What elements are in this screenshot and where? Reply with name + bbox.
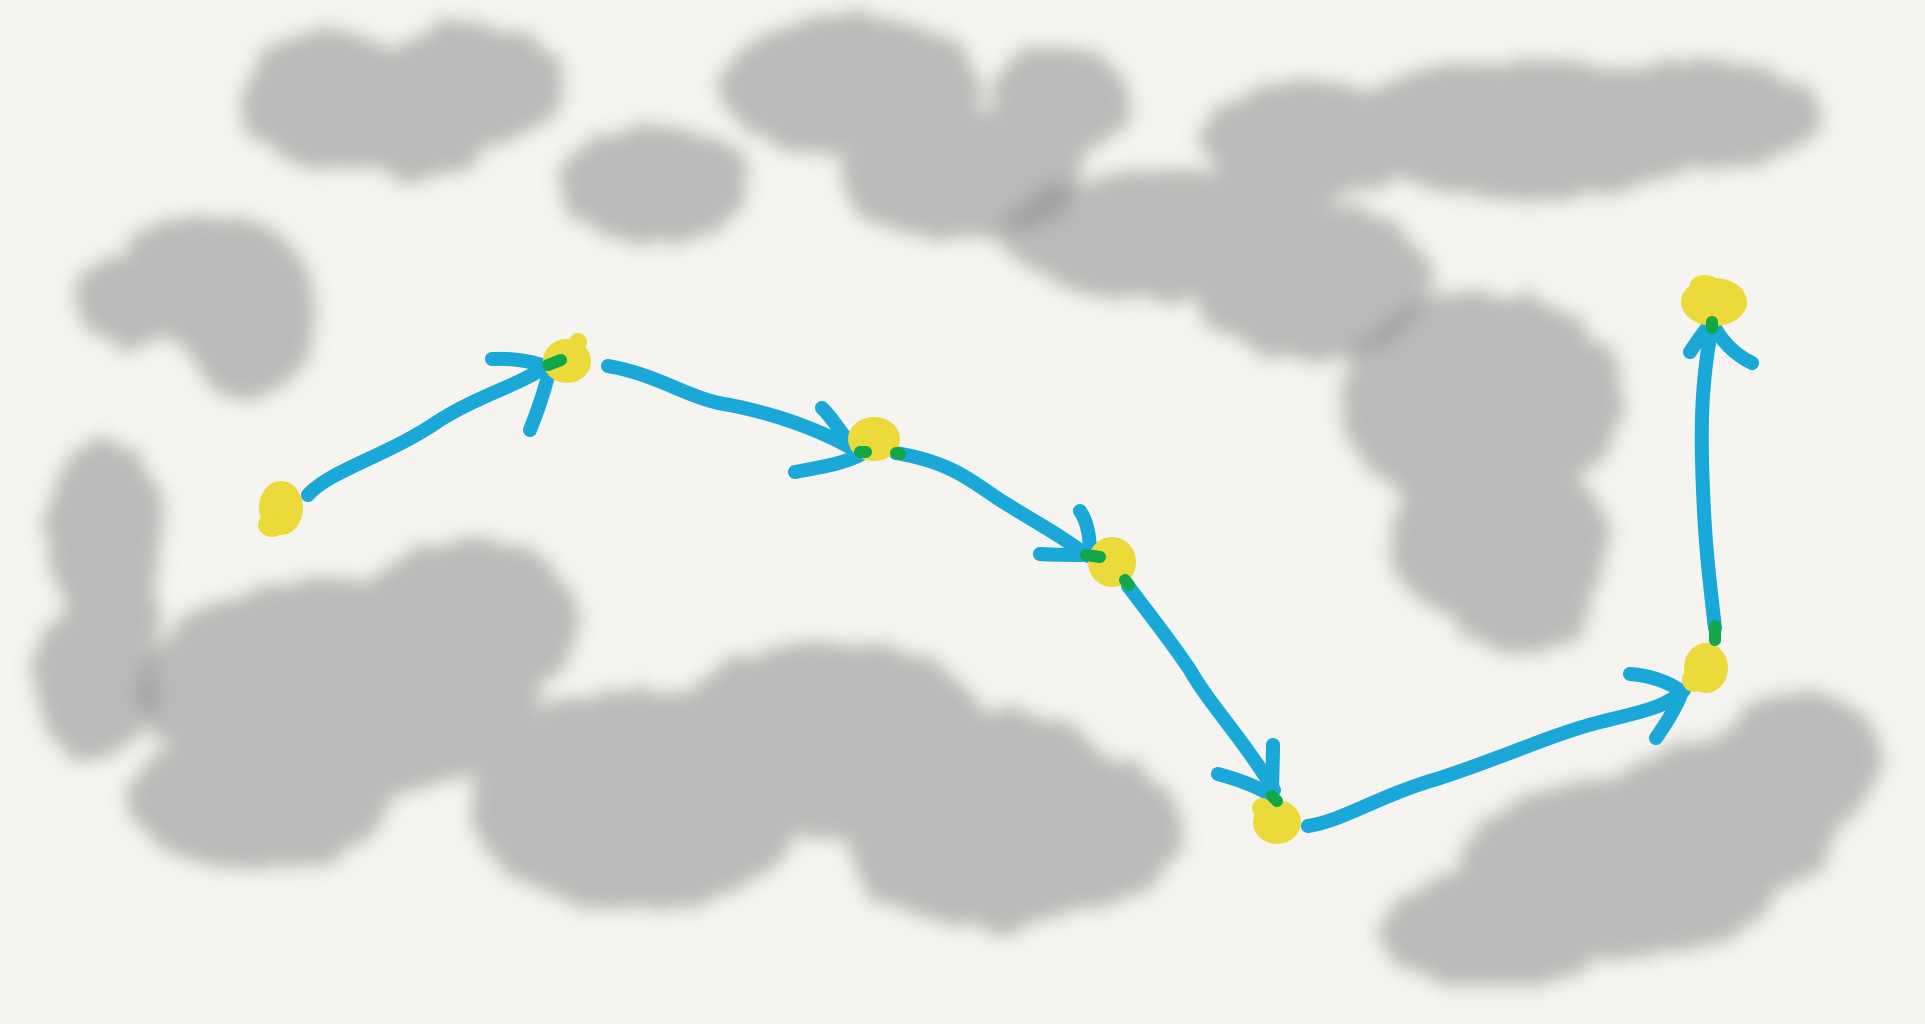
route-arrows xyxy=(301,315,1759,833)
contact-mark xyxy=(1080,549,1106,563)
yellow-dot-icon xyxy=(258,481,303,537)
contact-mark xyxy=(1119,574,1135,591)
gray-cloud-icon xyxy=(240,25,565,180)
gray-cloud-icon xyxy=(75,215,315,400)
gray-cloud-icon xyxy=(1340,290,1620,655)
yellow-dot-icon xyxy=(543,333,591,383)
yellow-dot-icon xyxy=(1252,798,1301,844)
waypoints xyxy=(258,275,1747,844)
arrow-contacts xyxy=(542,316,1721,807)
contact-mark xyxy=(542,354,567,371)
blue-arrow-icon xyxy=(1301,667,1691,833)
gray-cloud-icon xyxy=(35,440,165,760)
gray-cloud-icon xyxy=(1000,60,1820,360)
obstacle-clouds xyxy=(35,15,1880,990)
gray-cloud-icon xyxy=(1380,690,1880,990)
yellow-dot-icon xyxy=(1681,275,1747,326)
yellow-dot-icon xyxy=(1682,643,1728,693)
contact-mark xyxy=(890,447,906,460)
contact-mark xyxy=(1266,790,1283,807)
gray-cloud-icon xyxy=(130,540,1180,930)
